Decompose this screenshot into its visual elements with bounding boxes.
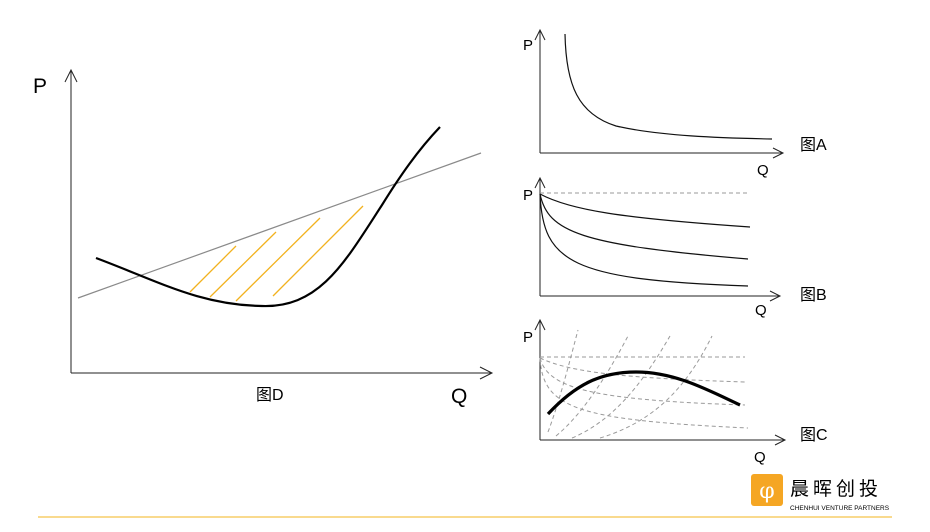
diagram-c-caption: 图C xyxy=(800,427,828,444)
diagram-b-caption: 图B xyxy=(800,287,827,304)
diagram-b-x-label: Q xyxy=(755,302,767,319)
diagram-d-curve xyxy=(95,126,441,308)
diagram-d-shaded-area xyxy=(189,205,364,302)
diagram-d-y-label: P xyxy=(33,75,47,98)
diagram-a-y-label: P xyxy=(523,37,533,54)
brand-logo: φ 晨晖创投 CHENHUI VENTURE PARTNERS xyxy=(751,474,890,512)
diagram-d-x-label: Q xyxy=(451,385,467,408)
diagram-b-y-arrow xyxy=(534,176,546,189)
diagram-c-dashed-decay xyxy=(539,357,746,406)
diagram-c-dashed-decay xyxy=(539,357,746,383)
diagram-b-y-label: P xyxy=(523,187,533,204)
diagram-a-x-label: Q xyxy=(757,162,769,179)
diagram-d-hatch-line xyxy=(272,205,364,297)
diagram-c-envelope-curve xyxy=(546,370,741,416)
diagram-a-x-arrow xyxy=(772,147,785,159)
diagram-d-hatch-line xyxy=(189,245,237,293)
diagram-b-curve-upper xyxy=(539,193,751,228)
diagram-c-y-arrow xyxy=(534,318,546,331)
diagram-a-y-arrow xyxy=(534,28,546,41)
diagram-c-x-arrow xyxy=(774,434,787,446)
diagram-d-y-arrow xyxy=(64,68,78,83)
diagram-b-curve-middle xyxy=(539,193,749,260)
diagram-c-dashed-rise xyxy=(547,329,579,433)
diagram-b-curve-lower xyxy=(539,193,749,287)
diagram-c-y-label: P xyxy=(523,329,533,346)
diagram-d-hatch-line xyxy=(235,217,321,302)
diagram-b: P Q 图B xyxy=(523,176,827,319)
diagram-d-straight-line xyxy=(77,152,482,299)
diagram-c-dashed-rise xyxy=(571,335,671,439)
diagram-b-x-arrow xyxy=(769,290,782,302)
diagram-a-curve xyxy=(564,33,773,140)
diagram-d-caption: 图D xyxy=(256,387,284,404)
diagram-d: P Q 图D xyxy=(33,68,494,408)
diagram-c-x-label: Q xyxy=(754,449,766,466)
diagram-a-caption: 图A xyxy=(800,137,827,154)
diagram-c: P Q 图C xyxy=(523,318,828,466)
diagram-c-dashed-decay xyxy=(539,357,749,429)
diagram-c-dashed-rise xyxy=(599,335,713,439)
brand-logo-glyph: φ xyxy=(759,479,774,504)
brand-name-cn: 晨晖创投 xyxy=(790,478,882,500)
brand-name-en: CHENHUI VENTURE PARTNERS xyxy=(790,505,890,512)
diagram-d-x-arrow xyxy=(479,366,494,380)
diagram-a: P Q 图A xyxy=(523,28,827,179)
brand-logo-mark xyxy=(751,474,783,506)
diagram-d-hatch-line xyxy=(209,231,277,298)
diagram-c-dashed-rise xyxy=(555,335,629,437)
